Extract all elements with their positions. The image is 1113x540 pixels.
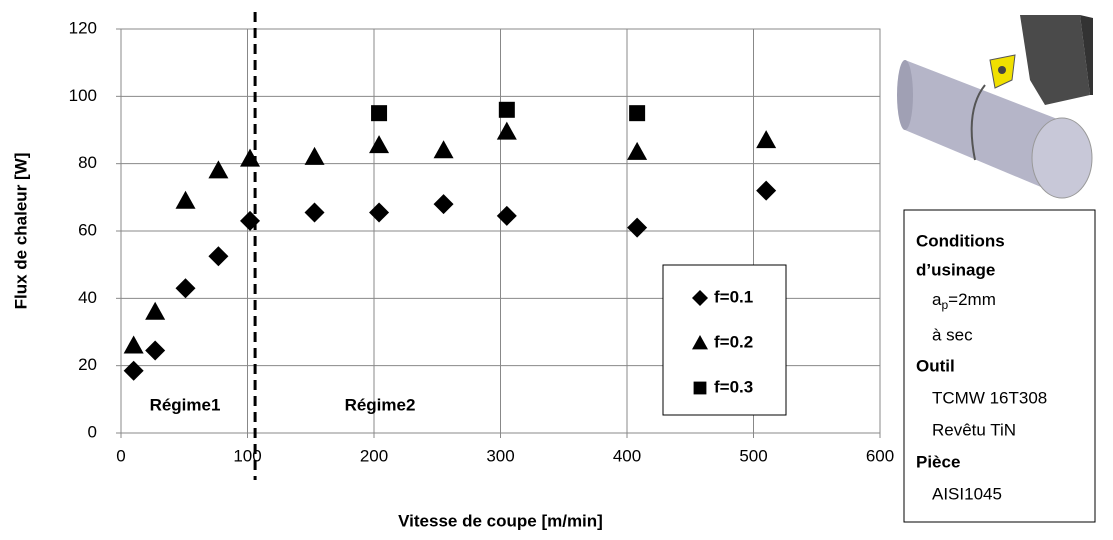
- marker-diamond: [145, 340, 166, 361]
- marker-triangle: [756, 130, 777, 149]
- y-tick-label: 20: [78, 355, 97, 374]
- marker-diamond: [123, 360, 144, 381]
- y-tick-label: 60: [78, 220, 97, 239]
- cond-tool: TCMW 16T308: [932, 388, 1047, 407]
- conditions-box: [903, 209, 1096, 523]
- marker-triangle: [692, 335, 708, 350]
- tool-illustration: [897, 15, 1093, 199]
- cond-dry: à sec: [932, 325, 973, 344]
- y-axis-label: Flux de chaleur [W]: [11, 153, 30, 310]
- cond-heading: Conditions: [916, 231, 1005, 250]
- marker-triangle: [208, 160, 229, 179]
- marker-diamond: [627, 217, 648, 238]
- y-tick-label: 80: [78, 153, 97, 172]
- x-tick-label: 600: [866, 446, 894, 465]
- legend-label: f=0.1: [714, 287, 753, 306]
- marker-triangle: [627, 141, 648, 160]
- cond-part: AISI1045: [932, 484, 1002, 503]
- cond-heading: d’usinage: [916, 260, 995, 279]
- marker-square: [498, 101, 515, 118]
- x-tick-label: 300: [486, 446, 514, 465]
- marker-triangle: [240, 148, 261, 167]
- cond-coating: Revêtu TiN: [932, 420, 1016, 439]
- marker-triangle: [304, 146, 325, 165]
- cond-ap: ap=2mm: [932, 290, 996, 312]
- marker-triangle: [433, 140, 454, 159]
- plot-frame: [120, 28, 881, 434]
- x-axis-label: Vitesse de coupe [m/min]: [398, 511, 603, 530]
- marker-triangle: [175, 190, 196, 209]
- marker-diamond: [240, 210, 261, 231]
- x-tick-label: 200: [360, 446, 388, 465]
- marker-diamond: [692, 290, 708, 306]
- marker-triangle: [123, 335, 144, 354]
- marker-square: [693, 381, 707, 395]
- y-tick-label: 120: [69, 18, 97, 37]
- legend-box: [662, 264, 787, 416]
- y-tick-label: 0: [88, 422, 97, 441]
- annotation: Régime1: [150, 395, 221, 414]
- cond-heading: Outil: [916, 356, 955, 375]
- y-tick-label: 100: [69, 86, 97, 105]
- x-tick-label: 100: [233, 446, 261, 465]
- marker-square: [629, 105, 646, 122]
- legend-label: f=0.2: [714, 332, 753, 351]
- marker-diamond: [369, 202, 390, 223]
- x-tick-label: 500: [739, 446, 767, 465]
- marker-triangle: [145, 301, 166, 320]
- marker-diamond: [175, 278, 196, 299]
- marker-diamond: [208, 246, 229, 267]
- y-tick-label: 40: [78, 288, 97, 307]
- marker-triangle: [369, 135, 390, 154]
- legend-label: f=0.3: [714, 377, 753, 396]
- marker-triangle: [496, 121, 517, 140]
- marker-square: [371, 105, 388, 122]
- marker-diamond: [756, 180, 777, 201]
- annotation: Régime2: [345, 395, 416, 414]
- marker-diamond: [433, 194, 454, 215]
- x-tick-label: 0: [116, 446, 125, 465]
- marker-diamond: [496, 205, 517, 226]
- marker-diamond: [304, 202, 325, 223]
- x-tick-label: 400: [613, 446, 641, 465]
- cond-heading: Pièce: [916, 452, 960, 471]
